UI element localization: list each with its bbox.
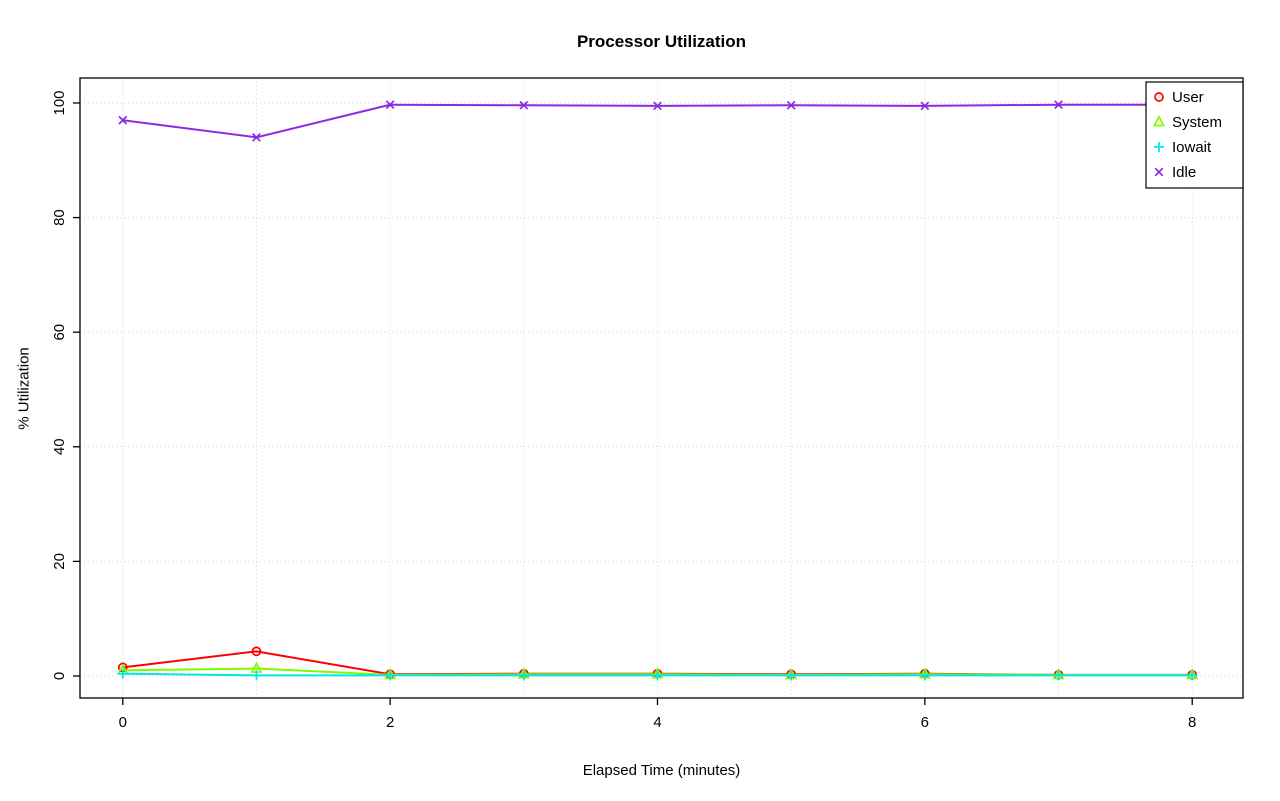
series-iowait: [117, 668, 1198, 681]
legend-item-iowait: Iowait: [1154, 139, 1212, 156]
y-axis-tick-labels: 0 20 40 60 80 100: [51, 90, 68, 680]
svg-text:4: 4: [653, 714, 661, 731]
legend: User System Iowait Idle: [1145, 81, 1244, 189]
legend-item-system: System: [1152, 114, 1222, 131]
chart-title: Processor Utilization: [576, 32, 747, 51]
legend-item-user: User: [1154, 89, 1204, 106]
svg-text:60: 60: [51, 324, 68, 341]
legend-label: Iowait: [1172, 139, 1212, 156]
svg-text:0: 0: [119, 714, 127, 731]
svg-text:0: 0: [51, 672, 68, 680]
y-axis-ticks: [73, 102, 80, 677]
svg-text:2: 2: [386, 714, 394, 731]
x-axis-tick-labels: 0 2 4 6 8: [119, 714, 1197, 731]
svg-text:8: 8: [1188, 714, 1196, 731]
svg-text:100: 100: [51, 90, 68, 115]
svg-text:20: 20: [51, 553, 68, 570]
legend-label: System: [1172, 114, 1222, 131]
series-idle: [118, 100, 1197, 142]
legend-label: User: [1172, 89, 1204, 106]
x-axis-label: Elapsed Time (minutes): [582, 762, 741, 779]
svg-text:6: 6: [921, 714, 929, 731]
x-axis-ticks: [122, 698, 1193, 705]
gridlines: [80, 78, 1243, 698]
legend-label: Idle: [1172, 164, 1196, 181]
plot-border: [79, 77, 1244, 699]
series-line-idle: [122, 103, 1193, 139]
svg-text:40: 40: [51, 438, 68, 455]
svg-text:80: 80: [51, 209, 68, 226]
legend-item-idle: Idle: [1154, 164, 1196, 181]
